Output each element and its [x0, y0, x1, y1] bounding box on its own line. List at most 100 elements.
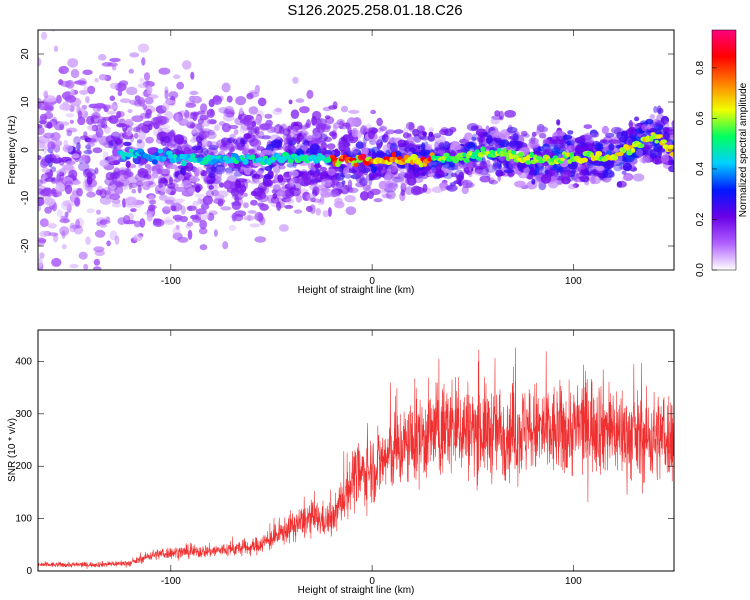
spectrogram-blob — [433, 173, 442, 180]
spectrogram-blob — [281, 197, 292, 203]
spectrogram-blob — [110, 131, 121, 141]
spectrogram-blob — [126, 86, 138, 96]
spectrogram-blob — [286, 163, 295, 168]
spectrogram-blob — [173, 134, 185, 144]
spectrogram-ridge-point — [529, 151, 534, 158]
spectrogram-blob — [39, 120, 47, 125]
spectrogram-blob — [601, 125, 610, 135]
spectrogram-blob — [488, 179, 499, 185]
spectrogram-blob — [75, 219, 81, 228]
snr-y-tick-label: 200 — [15, 461, 32, 472]
spectrogram-blob — [172, 214, 183, 221]
spectrogram-blob — [247, 210, 257, 214]
spectrogram-blob — [250, 190, 258, 197]
spectrogram-blob — [143, 72, 151, 81]
spectrogram-ridge-point — [503, 152, 509, 157]
spectrogram-blob — [59, 159, 65, 166]
spectrogram-blob — [62, 144, 74, 153]
spectrogram-blob — [94, 77, 99, 83]
spectrogram-blob — [38, 188, 44, 195]
spectrogram-x-axis-label: Height of straight line (km) — [298, 285, 415, 296]
spectrogram-blob — [311, 138, 322, 145]
spectrogram-blob — [146, 147, 157, 153]
spectrogram-blob — [290, 109, 300, 119]
spectrogram-blob — [257, 202, 265, 207]
spectrogram-blob — [38, 57, 42, 67]
spectrogram-blob — [116, 111, 122, 118]
spectrogram-blob — [449, 126, 457, 133]
spectrogram-blob — [376, 151, 386, 157]
spectrogram-blobs — [38, 9, 674, 270]
spectrogram-blob — [434, 139, 446, 148]
spectrogram-blob — [149, 199, 157, 205]
spectrogram-blob — [79, 135, 89, 140]
spectrogram-blob — [69, 119, 74, 124]
spectrogram-blob — [582, 142, 594, 151]
spectrogram-blob — [167, 183, 179, 189]
spectrogram-x-ticks: -100 0 100 — [161, 30, 582, 287]
spectrogram-blob — [76, 105, 81, 115]
spectrogram-blob — [98, 54, 107, 61]
spectrogram-blob — [358, 167, 365, 177]
spectrogram-y-tick-label: 20 — [20, 48, 31, 60]
spectrogram-blob — [355, 141, 364, 149]
spectrogram-blob — [295, 98, 305, 103]
spectrogram-blob — [137, 43, 150, 53]
spectrogram-blob — [43, 132, 55, 139]
spectrogram-blob — [239, 107, 244, 116]
spectrogram-x-tick-label: -100 — [161, 276, 181, 287]
spectrogram-blob — [611, 136, 621, 145]
spectrogram-blob — [228, 224, 237, 231]
spectrogram-blob — [649, 149, 658, 159]
spectrogram-blob — [131, 188, 137, 194]
spectrogram-blob — [170, 205, 177, 212]
spectrogram-blob — [536, 126, 548, 134]
spectrogram-blob — [530, 135, 536, 145]
spectrogram-blob — [110, 154, 118, 162]
spectrogram-blob — [238, 189, 244, 196]
spectrogram-blob — [38, 257, 43, 268]
spectrogram-blob — [433, 133, 441, 139]
spectrogram-blob — [128, 68, 134, 74]
spectrogram-blob — [85, 144, 91, 150]
spectrogram-blob — [129, 134, 135, 143]
spectrogram-blob — [41, 31, 47, 40]
spectrogram-ridge-point — [227, 159, 235, 164]
spectrogram-y-tick-label: 0 — [20, 147, 31, 153]
spectrogram-blob — [73, 9, 77, 14]
spectrogram-blob — [71, 153, 80, 159]
spectrogram-blob — [96, 209, 101, 215]
spectrogram-blob — [603, 164, 615, 168]
spectrogram-blob — [74, 228, 83, 235]
spectrogram-blob — [471, 136, 477, 142]
spectrogram-blob — [207, 129, 216, 136]
spectrogram-blob — [43, 90, 49, 99]
spectrogram-blob — [160, 169, 170, 177]
spectrogram-blob — [173, 74, 181, 80]
spectrogram-blob — [613, 163, 623, 172]
snr-y-tick-label: 400 — [15, 356, 32, 367]
spectrogram-blob — [400, 189, 406, 197]
spectrogram-ridge-point — [190, 153, 196, 159]
spectrogram-blob — [492, 162, 500, 167]
spectrogram-blob — [256, 146, 265, 151]
spectrogram-blob — [215, 169, 223, 180]
spectrogram-ridge-point — [654, 139, 659, 144]
spectrogram-blob — [338, 120, 344, 130]
spectrogram-blob — [94, 167, 99, 175]
spectrogram-blob — [578, 135, 586, 143]
spectrogram-blob — [230, 187, 240, 197]
spectrogram-blob — [276, 201, 282, 212]
spectrogram-blob — [186, 205, 197, 211]
spectrogram-blob — [316, 124, 325, 134]
snr-y-tick-label: 300 — [15, 409, 32, 420]
colorbar-gradient — [711, 29, 737, 271]
spectrogram-blob — [282, 193, 292, 199]
spectrogram-blob — [493, 137, 502, 143]
spectrogram-blob — [205, 189, 215, 198]
spectrogram-blob — [156, 168, 163, 174]
spectrogram-blob — [314, 172, 319, 181]
spectrogram-blob — [59, 123, 65, 131]
spectrogram-blob — [493, 160, 499, 169]
spectrogram-blob — [322, 175, 334, 180]
